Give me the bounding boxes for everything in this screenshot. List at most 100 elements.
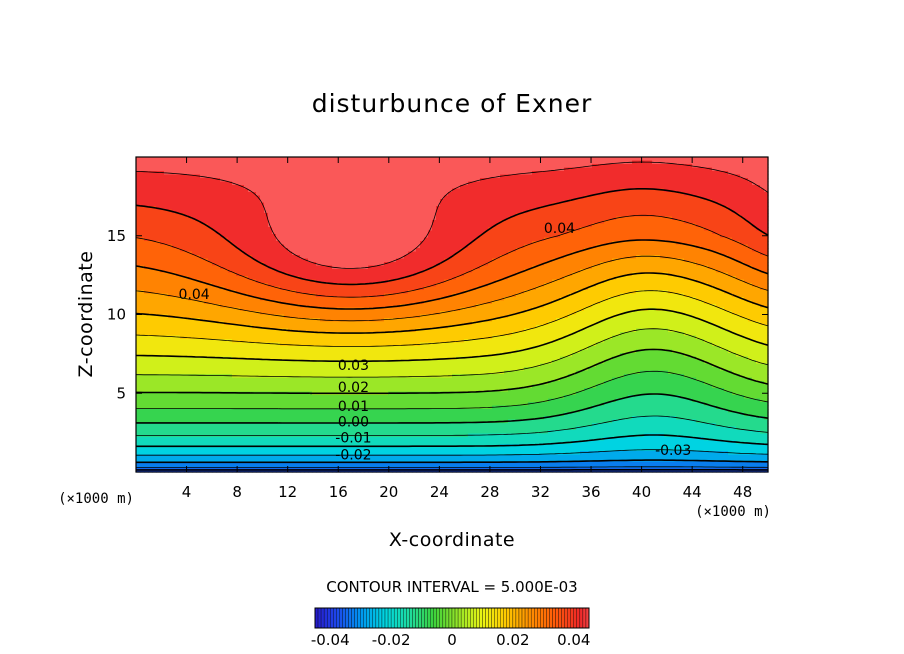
field-cell	[152, 167, 157, 172]
field-cell	[324, 192, 329, 197]
field-cell	[172, 360, 177, 365]
field-cell	[336, 283, 341, 288]
field-cell	[344, 258, 349, 263]
field-cell	[140, 300, 145, 305]
field-cell	[152, 356, 157, 361]
field-cell	[256, 451, 261, 456]
field-cell	[340, 304, 345, 309]
field-cell	[324, 426, 329, 431]
field-cell	[264, 171, 269, 176]
field-cell	[308, 374, 313, 379]
field-cell	[316, 458, 321, 463]
field-cell	[288, 223, 293, 228]
field-cell	[196, 276, 201, 281]
field-cell	[140, 363, 145, 368]
field-cell	[352, 157, 357, 162]
field-cell	[300, 370, 305, 375]
field-cell	[320, 286, 325, 291]
field-cell	[256, 426, 261, 431]
field-cell	[156, 258, 161, 263]
field-cell	[216, 255, 221, 260]
field-cell	[224, 405, 229, 410]
field-cell	[284, 202, 289, 207]
field-cell	[344, 374, 349, 379]
field-cell	[316, 206, 321, 211]
field-cell	[244, 423, 249, 428]
field-cell	[192, 356, 197, 361]
field-cell	[348, 465, 353, 470]
field-cell	[252, 181, 257, 186]
field-cell	[184, 216, 189, 221]
field-cell	[304, 262, 309, 267]
field-cell	[284, 377, 289, 382]
field-cell	[252, 195, 257, 200]
field-cell	[356, 171, 361, 176]
field-cell	[268, 272, 273, 277]
field-cell	[316, 405, 321, 410]
field-cell	[336, 241, 341, 246]
field-cell	[180, 353, 185, 358]
field-cell	[184, 325, 189, 330]
field-cell	[220, 255, 225, 260]
field-cell	[336, 328, 341, 333]
field-cell	[204, 412, 209, 417]
field-cell	[344, 419, 349, 424]
field-cell	[212, 391, 217, 396]
field-cell	[232, 346, 237, 351]
field-cell	[228, 370, 233, 375]
field-cell	[200, 356, 205, 361]
field-cell	[152, 199, 157, 204]
field-cell	[304, 195, 309, 200]
field-cell	[248, 437, 253, 442]
field-cell	[276, 461, 281, 466]
field-cell	[288, 199, 293, 204]
field-cell	[344, 185, 349, 190]
field-cell	[148, 307, 153, 312]
field-cell	[332, 181, 337, 186]
field-cell	[148, 262, 153, 267]
field-cell	[136, 328, 141, 333]
field-cell	[204, 290, 209, 295]
field-cell	[344, 164, 349, 169]
field-cell	[156, 402, 161, 407]
field-cell	[216, 314, 221, 319]
field-cell	[212, 307, 217, 312]
field-cell	[288, 188, 293, 193]
field-cell	[152, 447, 157, 452]
field-cell	[148, 265, 153, 270]
field-cell	[144, 174, 149, 179]
field-cell	[144, 447, 149, 452]
field-cell	[348, 409, 353, 414]
field-cell	[336, 405, 341, 410]
field-cell	[296, 265, 301, 270]
field-cell	[320, 353, 325, 358]
field-cell	[284, 258, 289, 263]
field-cell	[196, 356, 201, 361]
field-cell	[284, 185, 289, 190]
field-cell	[168, 454, 173, 459]
field-cell	[156, 199, 161, 204]
field-cell	[140, 423, 145, 428]
field-cell	[348, 419, 353, 424]
field-cell	[240, 286, 245, 291]
field-cell	[264, 388, 269, 393]
field-cell	[208, 318, 213, 323]
field-cell	[296, 283, 301, 288]
field-cell	[180, 465, 185, 470]
field-cell	[244, 419, 249, 424]
field-cell	[320, 202, 325, 207]
field-cell	[224, 188, 229, 193]
field-cell	[328, 440, 333, 445]
field-cell	[280, 209, 285, 214]
field-cell	[296, 160, 301, 165]
field-cell	[156, 167, 161, 172]
field-cell	[324, 349, 329, 354]
field-cell	[180, 157, 185, 162]
field-cell	[208, 321, 213, 326]
field-cell	[160, 199, 165, 204]
field-cell	[212, 353, 217, 358]
field-cell	[260, 255, 265, 260]
field-cell	[164, 370, 169, 375]
field-cell	[308, 293, 313, 298]
field-cell	[164, 440, 169, 445]
